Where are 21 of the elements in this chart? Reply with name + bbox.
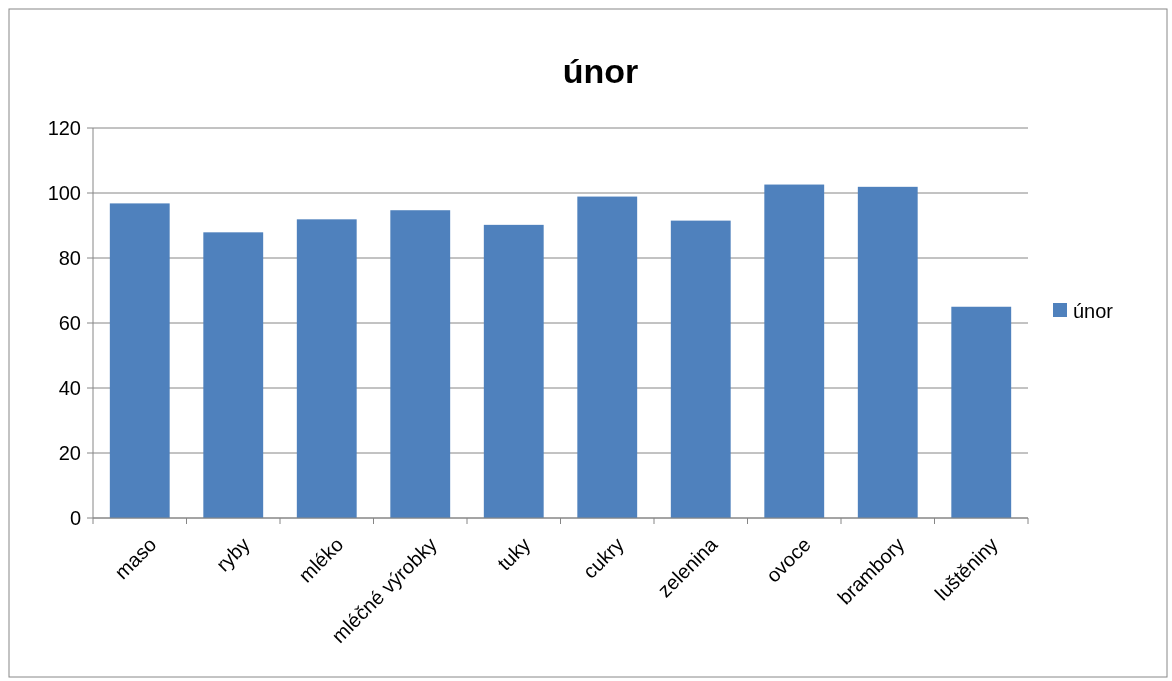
- bar: [857, 186, 918, 518]
- x-tick-label: ryby: [211, 533, 254, 576]
- bar: [577, 196, 638, 518]
- bar: [764, 184, 825, 518]
- bar: [951, 306, 1012, 518]
- bar: [296, 219, 357, 518]
- x-tick-label: tuky: [492, 533, 535, 575]
- bar: [390, 210, 451, 518]
- y-tick-label: 40: [58, 377, 81, 399]
- bar: [203, 232, 264, 518]
- chart-title: únor: [562, 52, 639, 90]
- y-tick-label: 20: [58, 442, 81, 464]
- y-tick-label: 80: [58, 247, 81, 269]
- y-tick-label: 0: [69, 507, 81, 529]
- bar: [483, 224, 544, 518]
- bar: [670, 220, 731, 518]
- legend-label: únor: [1073, 300, 1114, 322]
- y-tick-label: 120: [47, 117, 81, 139]
- bar: [109, 203, 170, 518]
- y-tick-label: 100: [47, 182, 81, 204]
- y-tick-label: 60: [58, 312, 81, 334]
